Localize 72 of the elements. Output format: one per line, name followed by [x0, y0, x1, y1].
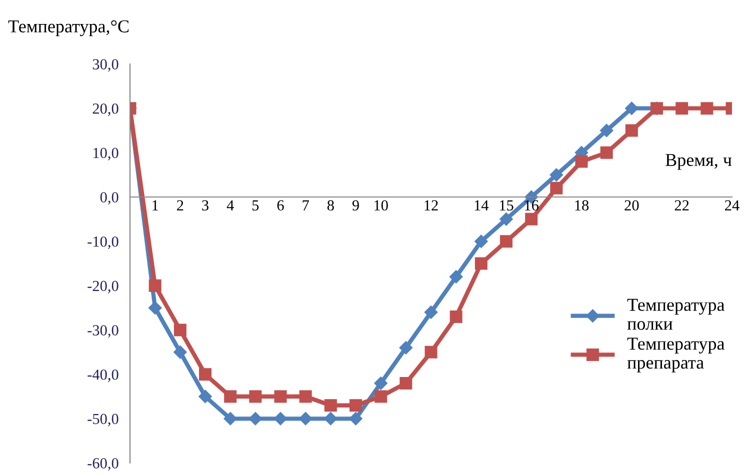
point	[550, 168, 564, 182]
point	[374, 390, 388, 403]
x-tick-label: 7	[302, 200, 309, 210]
y-tick-label: 20,0	[92, 103, 118, 116]
x-tick-label: 18	[575, 200, 589, 211]
point	[625, 124, 638, 137]
point	[625, 102, 638, 115]
y-tick-label: -30,0	[88, 325, 118, 338]
point	[299, 390, 312, 403]
x-tick-label: 6	[277, 200, 284, 211]
y-tick-label: -50,0	[88, 414, 118, 426]
point	[224, 412, 237, 426]
x-tick-label: 3	[202, 200, 208, 211]
point	[550, 182, 563, 194]
point	[700, 102, 714, 115]
x-tick-label: 22	[674, 200, 689, 210]
point	[449, 270, 463, 284]
point	[298, 412, 312, 426]
y-tick-label: 10,0	[93, 148, 118, 160]
point	[248, 412, 262, 426]
y-tick-label: -40,0	[88, 369, 118, 382]
x-tick-label: 16	[525, 200, 539, 211]
point	[399, 341, 413, 354]
x-tick-label: 15	[500, 200, 514, 211]
x-tick-label: 8	[327, 200, 334, 211]
point	[600, 124, 614, 138]
x-tick-label: 14	[474, 200, 489, 210]
point	[424, 306, 438, 319]
point	[400, 376, 412, 390]
point	[350, 399, 362, 412]
point	[424, 346, 438, 358]
point	[324, 399, 337, 412]
x-tick-label: 20	[624, 200, 639, 211]
point	[174, 324, 186, 336]
y-tick-label: -60,0	[88, 458, 118, 471]
x-tick-label: 12	[424, 200, 438, 210]
x-tick-label: 1	[152, 200, 158, 210]
y-tick-label: 30,0	[92, 59, 118, 72]
y-tick-label: -10,0	[88, 236, 118, 249]
x-axis-title: Время, ч	[666, 154, 732, 170]
point	[274, 390, 287, 403]
point	[324, 412, 338, 426]
point	[198, 390, 212, 404]
y-tick-label: -20,0	[88, 280, 118, 294]
x-tick-label: 10	[374, 200, 388, 211]
legend-label: Температура полки	[627, 298, 725, 330]
x-tick-label: 24	[725, 200, 740, 210]
point	[500, 212, 513, 226]
point	[500, 235, 512, 248]
y-tick-label: 0,0	[100, 192, 118, 205]
point	[249, 390, 262, 403]
x-tick-label: 4	[226, 200, 234, 210]
point	[174, 346, 187, 359]
point	[349, 412, 362, 426]
point	[224, 390, 237, 403]
point	[148, 279, 162, 292]
point	[525, 212, 538, 226]
x-tick-label: 9	[352, 200, 359, 211]
x-tick-label: 5	[252, 200, 259, 211]
point	[274, 412, 288, 426]
x-tick-label: 2	[177, 200, 184, 210]
y-axis-title: Температура,°C	[8, 20, 129, 36]
point	[600, 146, 613, 159]
point	[676, 102, 688, 115]
point	[474, 234, 488, 248]
point	[148, 301, 162, 314]
legend-label: Температура препарата	[627, 338, 725, 372]
point	[199, 368, 212, 381]
point	[474, 257, 488, 270]
point	[374, 376, 388, 390]
point	[575, 155, 588, 168]
point	[450, 310, 462, 323]
